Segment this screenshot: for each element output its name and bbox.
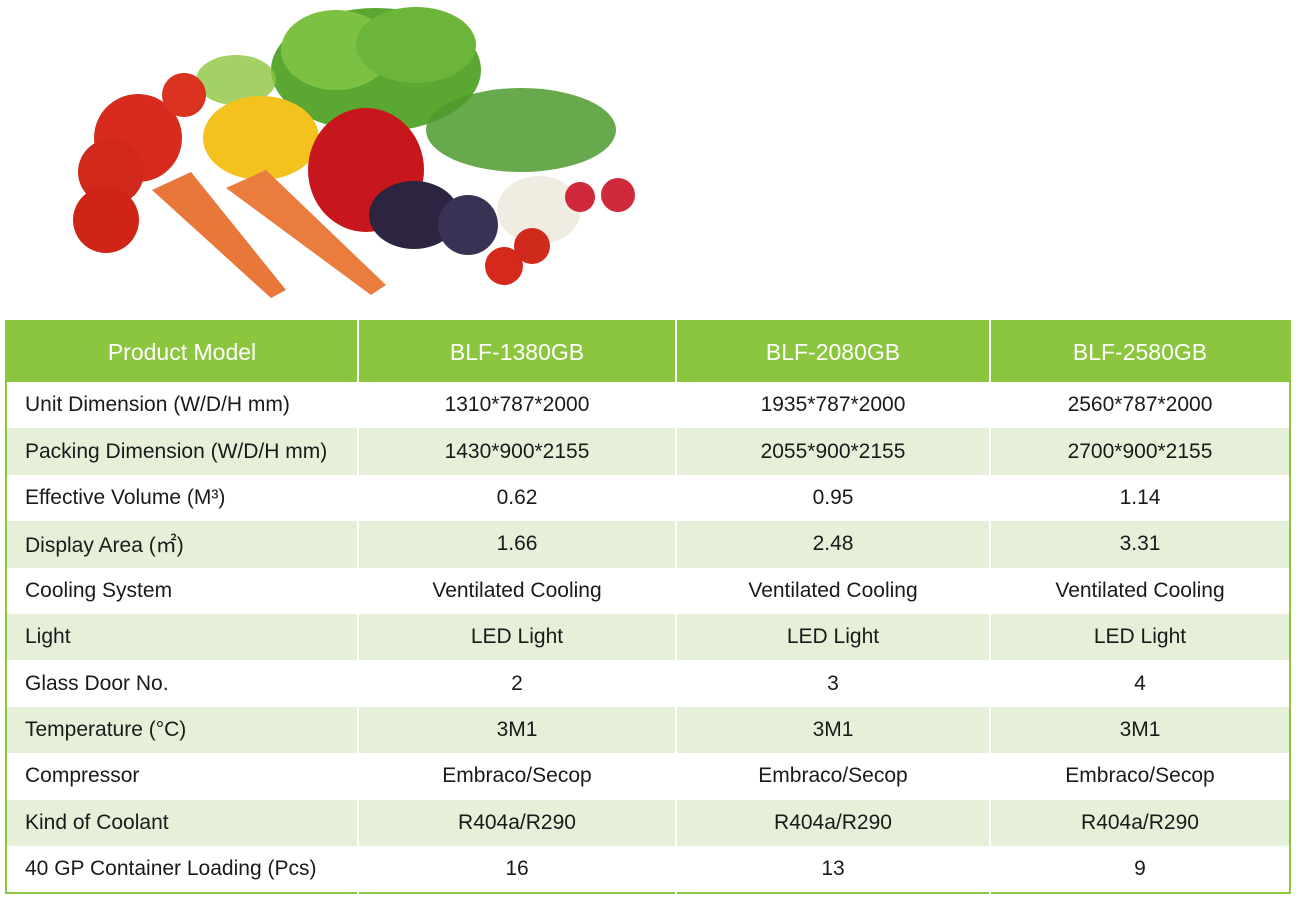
table-cell: Ventilated Cooling [990,567,1290,614]
row-label: Temperature (°C) [6,706,359,754]
table-row: Cooling System Ventilated Cooling Ventil… [6,567,1290,614]
table-cell: 13 [676,845,991,894]
table-cell: 3M1 [676,706,991,754]
table-cell: 1.66 [358,521,677,568]
table-row: Display Area (㎡) 1.66 2.48 3.31 [6,521,1290,568]
row-label: Light [6,613,359,661]
table-cell: 2560*787*2000 [990,382,1290,429]
row-label: Display Area (㎡) [6,521,359,568]
table-row: Glass Door No. 2 3 4 [6,660,1290,707]
table-cell: LED Light [990,613,1290,661]
table-row: 40 GP Container Loading (Pcs) 16 13 9 [6,845,1290,894]
row-label: 40 GP Container Loading (Pcs) [6,845,359,894]
table-cell: 4 [990,660,1290,707]
table-cell: 0.95 [676,474,991,522]
table-cell: 3.31 [990,521,1290,568]
table-cell: 2700*900*2155 [990,428,1290,475]
table-cell: 2 [358,660,677,707]
table-cell: Embraco/Secop [990,753,1290,800]
table-cell: LED Light [676,613,991,661]
table-cell: 1310*787*2000 [358,382,677,429]
table-cell: LED Light [358,613,677,661]
row-label: Glass Door No. [6,660,359,707]
table-row: Compressor Embraco/Secop Embraco/Secop E… [6,753,1290,800]
table-cell: 3M1 [358,706,677,754]
table-cell: R404a/R290 [676,799,991,846]
table-cell: Embraco/Secop [676,753,991,800]
table-cell: Ventilated Cooling [358,567,677,614]
table-row: Unit Dimension (W/D/H mm) 1310*787*2000 … [6,382,1290,429]
spec-table: Product Model BLF-1380GB BLF-2080GB BLF-… [5,320,1291,895]
table-cell: 0.62 [358,474,677,522]
row-label: Compressor [6,753,359,800]
row-label: Effective Volume (M³) [6,474,359,522]
table-cell: 1430*900*2155 [358,428,677,475]
table-header-row: Product Model BLF-1380GB BLF-2080GB BLF-… [6,321,1290,382]
table-cell: 1935*787*2000 [676,382,991,429]
header-model-3: BLF-2580GB [990,321,1290,382]
row-label: Kind of Coolant [6,799,359,846]
table-row: Kind of Coolant R404a/R290 R404a/R290 R4… [6,799,1290,846]
table-cell: Embraco/Secop [358,753,677,800]
header-model-1: BLF-1380GB [358,321,677,382]
table-row: Light LED Light LED Light LED Light [6,613,1290,661]
table-cell: 9 [990,845,1290,894]
table-cell: 16 [358,845,677,894]
table-row: Packing Dimension (W/D/H mm) 1430*900*21… [6,428,1290,475]
row-label: Unit Dimension (W/D/H mm) [6,382,359,429]
header-model-2: BLF-2080GB [676,321,991,382]
table-row: Effective Volume (M³) 0.62 0.95 1.14 [6,474,1290,522]
vegetables-image [66,0,656,315]
table-cell: R404a/R290 [990,799,1290,846]
table-cell: 1.14 [990,474,1290,522]
table-cell: 2055*900*2155 [676,428,991,475]
row-label: Cooling System [6,567,359,614]
vegetables-illustration-icon [73,7,635,298]
table-cell: R404a/R290 [358,799,677,846]
table-cell: 3 [676,660,991,707]
row-label: Packing Dimension (W/D/H mm) [6,428,359,475]
table-row: Temperature (°C) 3M1 3M1 3M1 [6,706,1290,754]
table-cell: Ventilated Cooling [676,567,991,614]
table-cell: 2.48 [676,521,991,568]
table-cell: 3M1 [990,706,1290,754]
header-product-model: Product Model [6,321,359,382]
